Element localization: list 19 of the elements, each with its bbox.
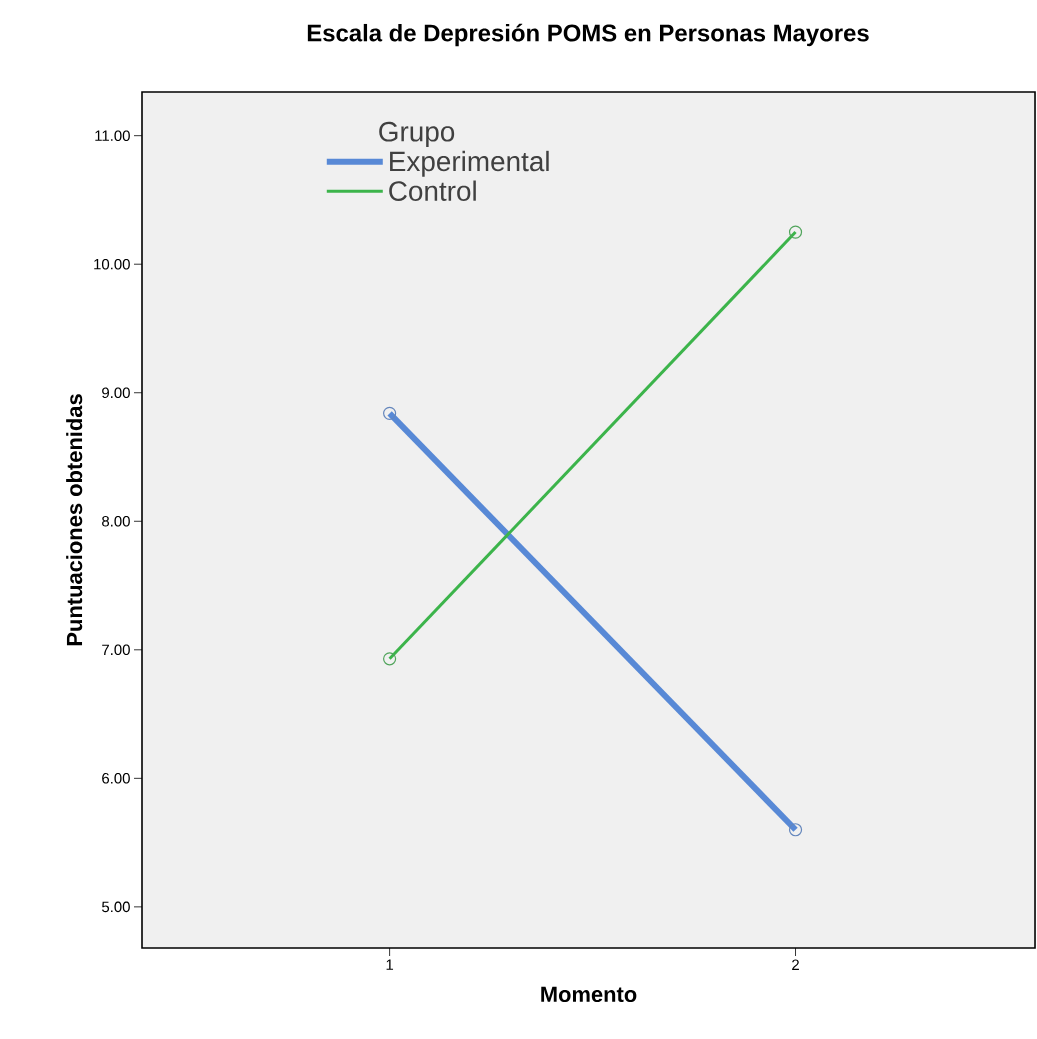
point	[788, 823, 803, 837]
chart-title: Escala de Depresión POMS en Personas Mayores	[307, 23, 869, 47]
point	[383, 406, 397, 420]
y-tick-label: 7.00	[102, 644, 130, 656]
legend-label: Experimental	[390, 150, 549, 177]
y-axis-title: Puntuaciones obtenidas	[66, 394, 83, 646]
point	[383, 652, 397, 666]
legend-label: Control	[389, 180, 476, 201]
y-tick-label: 8.00	[102, 515, 130, 527]
y-tick-label: 11.00	[95, 130, 130, 141]
y-tick-label: 10.00	[94, 258, 130, 270]
y-tick-label: 6.00	[102, 773, 130, 784]
y-tick-label: 9.00	[102, 387, 130, 399]
x-axis-title: Momento	[541, 986, 637, 1003]
x-tick-label: 1	[386, 959, 394, 970]
legend-title: Grupo	[379, 121, 455, 148]
x-tick-label: 2	[792, 959, 799, 970]
y-tick-label: 5.00	[101, 901, 130, 913]
point	[788, 225, 803, 239]
